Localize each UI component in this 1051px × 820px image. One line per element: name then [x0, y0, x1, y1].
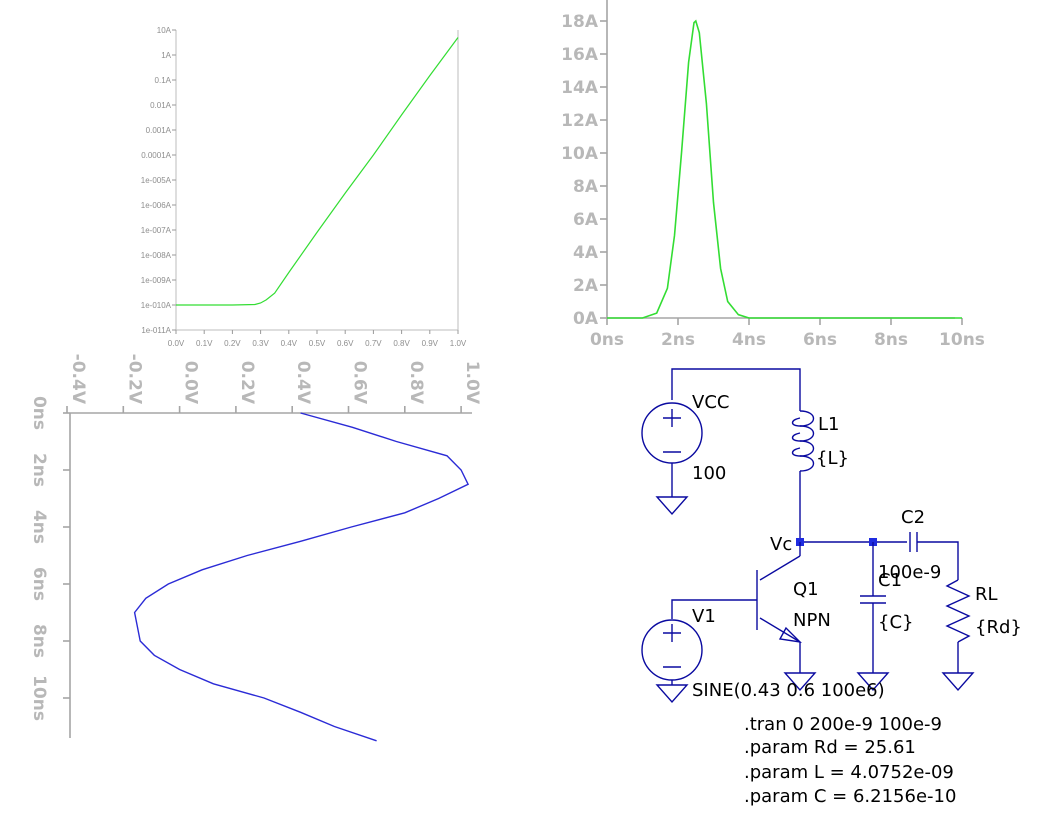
- iv-y-tick-label: 0.01A: [150, 101, 172, 110]
- voltage-tick-label: -0.4V: [68, 354, 88, 405]
- pulse-y-tick-label: 14A: [561, 78, 599, 98]
- current-pulse-plot: 0A 2A 4A 6A 8A 10A 12A 14A 16A 18A 0ns 2ns 4ns 6ns 8n…: [561, 0, 985, 350]
- l1-value: {L}: [816, 448, 849, 469]
- iv-y-tick-label: 10A: [157, 26, 172, 35]
- time-tick-label: 8ns: [29, 624, 49, 658]
- pulse-y-tick-label: 16A: [561, 45, 599, 65]
- iv-x-tick-label: 1.0V: [450, 339, 467, 348]
- pulse-y-tick-label: 0A: [573, 309, 599, 329]
- q1-type: NPN: [793, 610, 831, 631]
- iv-x-tick-label: 0.9V: [422, 339, 439, 348]
- iv-x-tick-label: 0.6V: [337, 339, 354, 348]
- iv-x-tick-label: 0.0V: [168, 339, 185, 348]
- pulse-y-tick-label: 12A: [561, 111, 599, 131]
- voltage-tick-label: 0.6V: [350, 361, 370, 405]
- q1-ground-icon: [783, 672, 817, 692]
- iv-x-tick-label: 0.4V: [281, 339, 298, 348]
- c2-value: 100e-9: [878, 562, 941, 583]
- time-tick-label: 2ns: [29, 453, 49, 487]
- vcc-source[interactable]: [641, 368, 801, 516]
- inductor-l1[interactable]: [791, 395, 815, 542]
- iv-x-tick-label: 0.5V: [309, 339, 326, 348]
- directive-param-rd[interactable]: .param Rd = 25.61: [744, 737, 916, 758]
- iv-y-tick-label: 0.0001A: [141, 151, 171, 160]
- pulse-y-tick-label: 4A: [573, 243, 599, 263]
- voltage-value-ticks: -0.4V -0.2V 0.0V 0.2V 0.4V 0.6V 0.8V 1.0V: [66, 354, 482, 413]
- q1-name: Q1: [793, 579, 819, 600]
- pulse-x-ticks: 0ns 2ns 4ns 6ns 8ns 10ns: [590, 318, 985, 350]
- voltage-tick-label: 0.8V: [406, 361, 426, 405]
- rl-name: RL: [975, 584, 998, 605]
- voltage-tick-label: 0.2V: [237, 361, 257, 405]
- iv-x-tick-label: 0.1V: [196, 339, 213, 348]
- rl-ground-icon: [941, 672, 975, 692]
- iv-x-tick-label: 0.2V: [224, 339, 241, 348]
- vc-node-label: Vc: [770, 534, 792, 555]
- iv-y-tick-label: 0.001A: [146, 126, 172, 135]
- rotated-voltage-plot: -0.4V -0.2V 0.0V 0.2V 0.4V 0.6V 0.8V 1.0V 0ns 2n…: [29, 354, 482, 742]
- directive-param-c[interactable]: .param C = 6.2156e-10: [744, 786, 956, 807]
- iv-curve-line: [176, 37, 459, 306]
- voltage-time-ticks: 0ns 2ns 4ns 6ns 8ns 10ns: [29, 396, 70, 721]
- pulse-x-tick-label: 10ns: [939, 330, 985, 350]
- iv-x-tick-label: 0.3V: [252, 339, 269, 348]
- vcc-ground-icon: [655, 496, 689, 516]
- rl-value: {Rd}: [975, 617, 1022, 638]
- time-tick-label: 10ns: [29, 675, 49, 721]
- iv-y-tick-label: 1e-011A: [141, 326, 171, 335]
- iv-x-tick-label: 0.7V: [365, 339, 382, 348]
- vcc-value: 100: [692, 463, 726, 484]
- voltage-tick-label: 0.0V: [181, 361, 201, 405]
- iv-y-ticks: 10A 1A 0.1A 0.01A 0.001A 0.0001A 1e-005A 1e-006…: [141, 26, 176, 335]
- iv-y-tick-label: 1e-008A: [141, 251, 172, 260]
- v1-source[interactable]: [641, 599, 757, 704]
- iv-y-tick-label: 0.1A: [155, 76, 172, 85]
- iv-y-tick-label: 1A: [161, 51, 171, 60]
- v1-ground-icon: [655, 684, 689, 704]
- capacitor-c1[interactable]: [856, 542, 890, 692]
- circuit-schematic: VCC 100 L1 {L} C2 100e-9 Vc: [641, 368, 1022, 704]
- time-tick-label: 6ns: [29, 567, 49, 601]
- pulse-y-ticks: 0A 2A 4A 6A 8A 10A 12A 14A 16A 18A: [561, 12, 607, 329]
- iv-y-tick-label: 1e-005A: [141, 176, 172, 185]
- c2-name: C2: [901, 507, 925, 528]
- voltage-tick-label: -0.2V: [124, 354, 144, 405]
- iv-y-tick-label: 1e-007A: [141, 226, 172, 235]
- pulse-y-tick-label: 6A: [573, 210, 599, 230]
- voltage-tick-label: 0.4V: [293, 361, 313, 405]
- iv-y-tick-label: 1e-009A: [141, 276, 172, 285]
- pulse-y-tick-label: 10A: [561, 144, 599, 164]
- c1-ground-icon: [856, 672, 890, 692]
- capacitor-c2[interactable]: [909, 532, 959, 580]
- voltage-tick-label: 1.0V: [462, 361, 482, 405]
- pulse-x-tick-label: 0ns: [590, 330, 624, 350]
- iv-log-plot: 10A 1A 0.1A 0.01A 0.001A 0.0001A 1e-005A 1e-006…: [141, 26, 467, 348]
- pulse-line: [607, 19, 962, 319]
- time-tick-label: 0ns: [29, 396, 49, 430]
- pulse-x-tick-label: 4ns: [732, 330, 766, 350]
- pulse-y-tick-label: 8A: [573, 177, 599, 197]
- v1-value: SINE(0.43 0.6 100e6): [692, 680, 885, 701]
- v1-name: V1: [692, 606, 716, 627]
- l1-name: L1: [818, 414, 839, 435]
- vcc-label: VCC: [692, 392, 729, 413]
- resistor-rl[interactable]: [941, 579, 975, 692]
- pulse-y-tick-label: 18A: [561, 12, 599, 32]
- pulse-x-tick-label: 2ns: [661, 330, 695, 350]
- directive-tran[interactable]: .tran 0 200e-9 100e-9: [744, 714, 942, 735]
- voltage-sine-line: [133, 412, 470, 742]
- iv-x-ticks: 0.0V 0.1V 0.2V 0.3V 0.4V 0.5V 0.6V 0.7V 0.8V 0.9V…: [168, 330, 467, 348]
- spice-directives: .tran 0 200e-9 100e-9 .param Rd = 25.61 …: [744, 714, 956, 807]
- pulse-x-tick-label: 8ns: [874, 330, 908, 350]
- directive-param-l[interactable]: .param L = 4.0752e-09: [744, 762, 954, 783]
- c1-name: C1: [878, 570, 902, 591]
- pulse-x-tick-label: 6ns: [803, 330, 837, 350]
- pulse-y-tick-label: 2A: [573, 276, 599, 296]
- iv-x-tick-label: 0.8V: [393, 339, 410, 348]
- time-tick-label: 4ns: [29, 510, 49, 544]
- iv-y-tick-label: 1e-006A: [141, 201, 172, 210]
- c1-value: {C}: [878, 612, 913, 633]
- iv-y-tick-label: 1e-010A: [141, 301, 172, 310]
